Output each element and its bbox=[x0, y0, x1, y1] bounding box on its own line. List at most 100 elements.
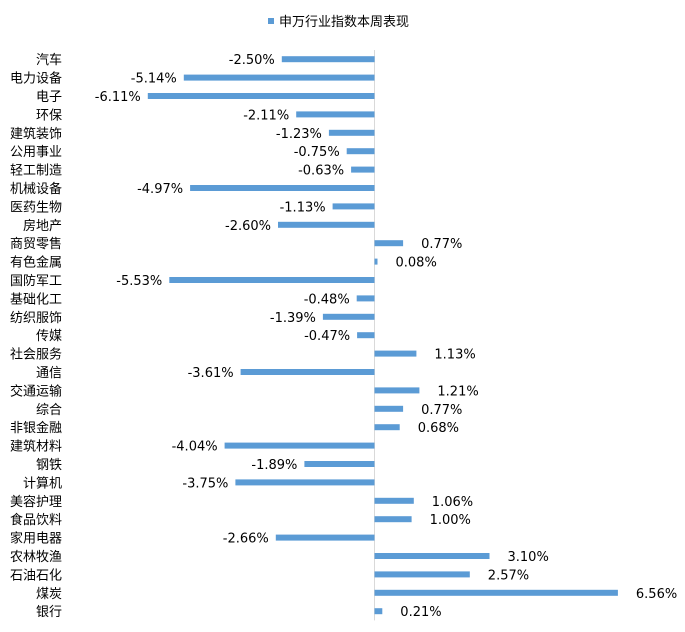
value-label: 0.77% bbox=[421, 237, 462, 252]
value-label: -0.75% bbox=[294, 145, 340, 160]
bar-13 bbox=[169, 277, 375, 283]
bar-9 bbox=[332, 203, 375, 210]
value-labels-group: -2.50% -5.14% -6.11% -2.11% -1.23% -0.75% -0.6… bbox=[95, 53, 677, 620]
bar-22 bbox=[224, 442, 375, 449]
bar-28 bbox=[374, 553, 490, 559]
category-label: 食品饮料 bbox=[10, 512, 62, 528]
legend: 申万行业指数本周表现 bbox=[268, 15, 409, 30]
category-label: 环保 bbox=[36, 108, 62, 123]
bar-7 bbox=[351, 166, 375, 173]
category-label: 非银金融 bbox=[10, 420, 62, 436]
value-label: -1.13% bbox=[280, 200, 326, 215]
category-label: 社会服务 bbox=[10, 347, 62, 363]
category-label: 房地产 bbox=[23, 218, 62, 234]
category-label: 机械设备 bbox=[10, 181, 62, 197]
value-label: -5.14% bbox=[131, 72, 177, 87]
category-label: 国防军工 bbox=[10, 273, 62, 289]
value-label: -2.11% bbox=[243, 108, 289, 123]
value-label: 1.21% bbox=[437, 384, 478, 399]
category-label: 轻工制造 bbox=[10, 164, 62, 179]
bar-21 bbox=[374, 424, 400, 431]
value-label: -0.63% bbox=[298, 164, 344, 179]
category-label: 通信 bbox=[36, 366, 62, 381]
bar-30 bbox=[374, 589, 618, 596]
category-label: 基础化工 bbox=[10, 292, 62, 307]
value-label: -0.47% bbox=[304, 329, 350, 344]
value-label: -6.11% bbox=[95, 90, 141, 105]
bars-group bbox=[147, 56, 618, 615]
category-label: 农林牧渔 bbox=[10, 550, 62, 565]
value-label: -5.53% bbox=[116, 274, 162, 289]
value-label: -0.48% bbox=[304, 292, 350, 307]
legend-label: 申万行业指数本周表现 bbox=[279, 15, 409, 30]
category-label: 医药生物 bbox=[10, 200, 62, 215]
category-labels-group: 汽车电力设备电子环保建筑装饰公用事业轻工制造机械设备医药生物房地产商贸零售有色金… bbox=[10, 52, 62, 620]
category-label: 商贸零售 bbox=[10, 236, 62, 252]
category-label: 有色金属 bbox=[10, 255, 62, 271]
value-label: 0.68% bbox=[418, 421, 459, 436]
category-label: 煤炭 bbox=[36, 587, 62, 602]
category-label: 钢铁 bbox=[36, 458, 62, 473]
bar-18 bbox=[240, 369, 375, 375]
bar-3 bbox=[147, 93, 375, 99]
bar-31 bbox=[374, 608, 383, 615]
value-label: 0.21% bbox=[400, 605, 441, 620]
bar-19 bbox=[374, 387, 420, 394]
category-label: 建筑装饰 bbox=[10, 126, 62, 142]
category-label: 汽车 bbox=[36, 52, 62, 68]
bar-24 bbox=[235, 479, 375, 486]
bar-29 bbox=[374, 571, 470, 578]
bar-4 bbox=[296, 111, 375, 118]
bar-23 bbox=[304, 461, 375, 467]
value-label: 0.77% bbox=[421, 403, 462, 418]
category-label: 建筑材料 bbox=[10, 439, 62, 455]
value-label: -1.39% bbox=[270, 311, 316, 326]
bar-8 bbox=[190, 185, 375, 191]
bar-1 bbox=[281, 56, 375, 63]
value-label: 0.08% bbox=[396, 256, 437, 271]
value-label: -1.23% bbox=[276, 127, 322, 142]
value-label: -3.61% bbox=[188, 366, 234, 381]
category-label: 美容护理 bbox=[10, 494, 62, 510]
value-label: 2.57% bbox=[488, 568, 529, 583]
category-label: 电力设备 bbox=[10, 71, 62, 87]
bar-25 bbox=[374, 497, 414, 504]
value-label: -2.50% bbox=[229, 53, 275, 68]
category-label: 银行 bbox=[36, 605, 62, 620]
value-label: 6.56% bbox=[636, 587, 677, 602]
value-label: 1.00% bbox=[430, 513, 471, 528]
bar-14 bbox=[356, 295, 375, 302]
category-label: 计算机 bbox=[23, 476, 62, 491]
bar-2 bbox=[183, 74, 375, 81]
legend-swatch bbox=[268, 18, 274, 24]
category-label: 交通运输 bbox=[10, 383, 62, 399]
bar-20 bbox=[374, 405, 404, 412]
bar-26 bbox=[374, 516, 412, 523]
bar-11 bbox=[374, 240, 404, 247]
value-label: -3.75% bbox=[182, 476, 228, 491]
category-label: 电子 bbox=[36, 90, 62, 105]
value-label: 1.06% bbox=[432, 495, 473, 510]
category-label: 综合 bbox=[36, 403, 62, 418]
category-label: 传媒 bbox=[36, 329, 62, 344]
bar-27 bbox=[275, 534, 375, 541]
bar-10 bbox=[278, 221, 375, 228]
value-label: -4.97% bbox=[137, 182, 183, 197]
bar-5 bbox=[328, 129, 375, 136]
bar-12 bbox=[374, 258, 378, 265]
category-label: 家用电器 bbox=[10, 531, 62, 547]
category-label: 公用事业 bbox=[10, 145, 62, 160]
value-label: -4.04% bbox=[172, 440, 218, 455]
bar-16 bbox=[357, 332, 375, 339]
value-label: -2.60% bbox=[225, 219, 271, 234]
value-label: 3.10% bbox=[508, 550, 549, 565]
category-label: 纺织服饰 bbox=[10, 311, 62, 326]
bar-17 bbox=[374, 350, 417, 357]
value-label: -2.66% bbox=[223, 532, 269, 547]
bar-15 bbox=[322, 313, 375, 320]
category-label: 石油石化 bbox=[10, 568, 62, 583]
bar-6 bbox=[346, 148, 375, 155]
value-label: -1.89% bbox=[251, 458, 297, 473]
